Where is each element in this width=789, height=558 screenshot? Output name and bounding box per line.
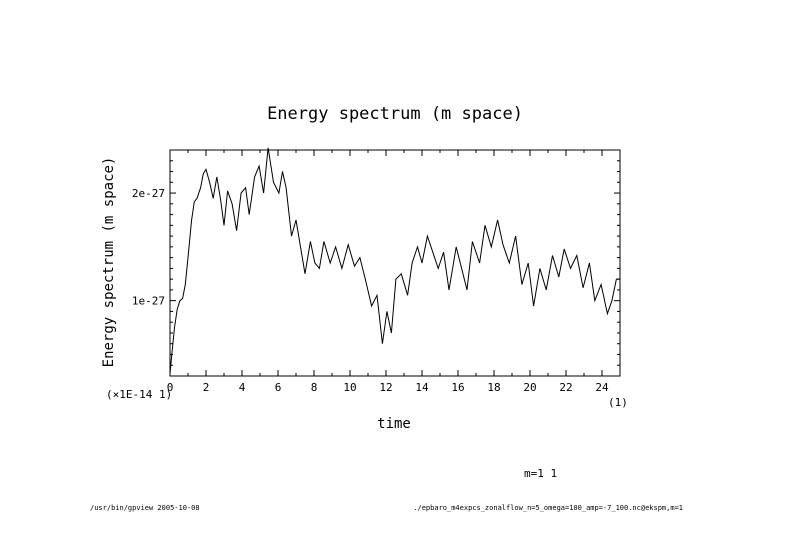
x-axis-tick-labels: 0 2 4 6 8 10 12 14 16 18 20 22 24 [167,381,609,394]
x-tick-label: 16 [451,381,464,394]
x-tick-label: 8 [311,381,318,394]
x-tick-label: 2 [203,381,210,394]
plot-frame [169,149,621,377]
y-axis-ticks [170,149,620,366]
y-axis-tick-labels: 1e-27 2e-27 [132,187,165,308]
x-axis-label: time [377,416,411,432]
x-tick-label: 0 [167,381,174,394]
y-axis-label: Energy spectrum (m space) [101,157,117,368]
x-tick-label: 14 [415,381,429,394]
x-tick-label: 20 [523,381,536,394]
x-tick-label: 10 [343,381,356,394]
y-tick-label: 2e-27 [132,187,165,200]
x-axis-ticks [169,150,621,376]
x-tick-label: 12 [379,381,392,394]
y-tick-label: 1e-27 [132,295,165,308]
legend-annotation: m=1 1 [524,467,557,480]
x-axis-units: (1) [608,396,628,409]
footer-right-info: ./epbaro_m4expcs_zonalflow_n=5_omega=100… [413,504,683,512]
x-tick-label: 22 [559,381,572,394]
x-tick-label: 4 [239,381,246,394]
x-tick-label: 18 [487,381,500,394]
series-line-m1 [169,147,620,374]
chart-title: Energy spectrum (m space) [267,104,523,124]
x-tick-label: 24 [595,381,609,394]
y-axis-units: (×1E-14 1) [106,388,172,401]
footer-left-info: /usr/bin/gpview 2005-10-08 [90,504,200,512]
x-tick-label: 6 [275,381,282,394]
